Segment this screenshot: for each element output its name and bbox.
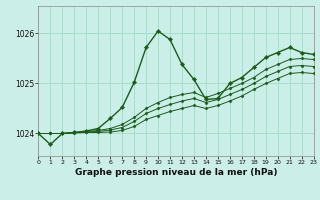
X-axis label: Graphe pression niveau de la mer (hPa): Graphe pression niveau de la mer (hPa) [75,168,277,177]
